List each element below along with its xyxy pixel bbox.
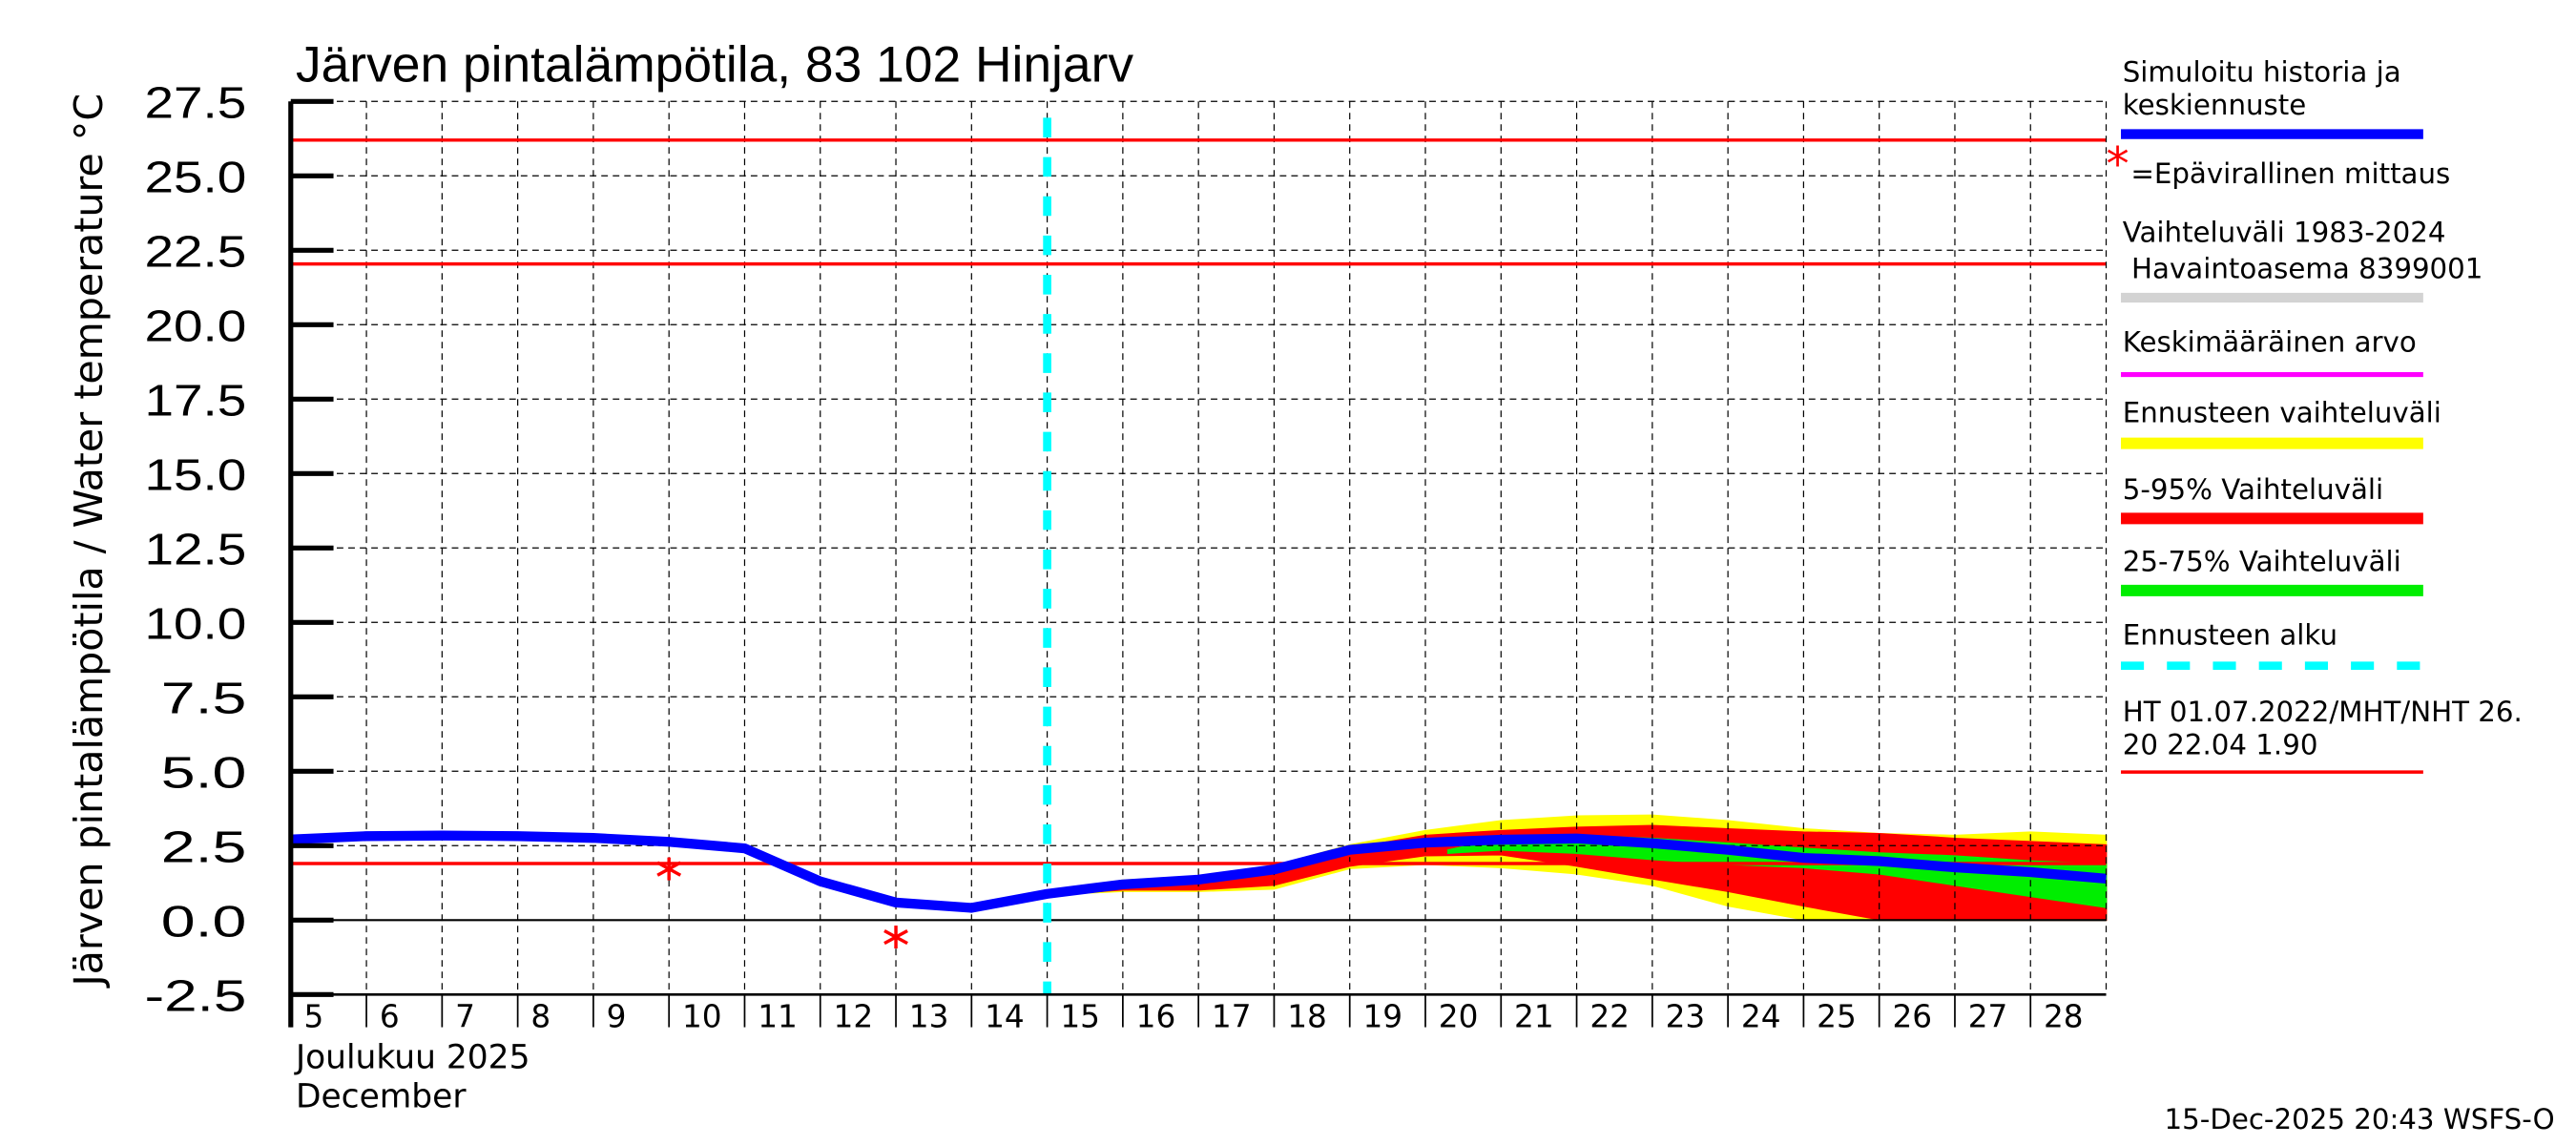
y-tick-label: 25.0 <box>145 153 247 202</box>
x-tick-label: 17 <box>1212 999 1252 1035</box>
chart-title: Järven pintalämpötila, 83 102 Hinjarv <box>296 37 1133 94</box>
x-tick-label: 13 <box>909 999 949 1035</box>
x-tick-label: 19 <box>1362 999 1402 1035</box>
y-tick-label: 0.0 <box>161 897 247 947</box>
x-tick-label: 28 <box>2044 999 2084 1035</box>
x-axis-label-en: December <box>296 1078 467 1116</box>
axes <box>288 98 2108 1028</box>
unofficial-measurement-star <box>883 926 908 949</box>
legend-sim-label-1: Simuloitu historia ja <box>2123 56 2401 89</box>
reference-lines <box>290 138 2107 865</box>
y-tick-label: 15.0 <box>145 450 247 500</box>
legend-range-label-2: Havaintoasema 8399001 <box>2123 252 2483 284</box>
y-tick-label: 20.0 <box>145 302 247 351</box>
y-tick-label: -2.5 <box>145 971 247 1021</box>
x-tick-label: 21 <box>1514 999 1554 1035</box>
y-tick-label: 12.5 <box>145 525 247 574</box>
x-tick-label: 5 <box>304 999 324 1035</box>
y-tick-label: 7.5 <box>161 674 247 723</box>
legend-ht-label-1: HT 01.07.2022/MHT/NHT 26. <box>2123 696 2523 728</box>
legend-p25-75-label: 25-75% Vaihteluväli <box>2123 545 2401 577</box>
x-tick-label: 6 <box>380 999 400 1035</box>
x-tick-label: 16 <box>1136 999 1176 1035</box>
star-stroke <box>883 928 908 946</box>
x-tick-label: 20 <box>1439 999 1479 1035</box>
unofficial-measurement-star <box>656 857 682 881</box>
series-lines <box>290 117 2107 995</box>
legend-p5-95-label: 5-95% Vaihteluväli <box>2123 473 2383 506</box>
y-tick-label: 17.5 <box>145 376 247 426</box>
y-tick-labels: -2.5 0.0 2.5 5.0 7.5 10.0 12.5 15.0 17.5 20.0 22.5… <box>145 78 247 1021</box>
x-tick-label: 7 <box>455 999 475 1035</box>
x-tick-label: 10 <box>682 999 722 1035</box>
timestamp-footer: 15-Dec-2025 20:43 WSFS-O <box>2165 1103 2555 1135</box>
x-tick-label: 8 <box>530 999 551 1035</box>
legend-star-icon: * <box>2107 138 2129 192</box>
unofficial-measurements <box>656 857 908 949</box>
legend-range-label-1: Vaihteluväli 1983-2024 <box>2123 217 2446 249</box>
legend-mean-label: Keskimääräinen arvo <box>2123 326 2417 359</box>
y-tick-label: 5.0 <box>161 748 247 798</box>
y-tick-label: 2.5 <box>161 822 247 872</box>
x-tick-label: 24 <box>1741 999 1781 1035</box>
x-tick-label: 12 <box>834 999 874 1035</box>
y-axis-label: Järven pintalämpötila / Water temperatur… <box>66 94 112 989</box>
x-tick-label: 27 <box>1968 999 2008 1035</box>
x-tick-label: 14 <box>985 999 1025 1035</box>
x-tick-label: 23 <box>1666 999 1706 1035</box>
x-tick-label: 25 <box>1817 999 1857 1035</box>
x-tick-label: 11 <box>758 999 798 1035</box>
x-tick-label: 26 <box>1892 999 1932 1035</box>
y-tick-label: 27.5 <box>145 78 247 128</box>
x-tick-label: 9 <box>607 999 627 1035</box>
star-stroke <box>656 861 682 877</box>
y-tick-label: 22.5 <box>145 227 247 277</box>
legend-unofficial-label: =Epävirallinen mittaus <box>2130 157 2450 190</box>
legend-forecast-start-label: Ennusteen alku <box>2123 618 2337 651</box>
x-tick-labels: 5 6 7 8 9 10 11 12 13 14 15 16 17 18 19 20 21 22 23 24 25 26 2… <box>304 999 2084 1035</box>
grid-lines <box>290 100 2107 995</box>
x-tick-label: 18 <box>1287 999 1327 1035</box>
x-tick-label: 15 <box>1060 999 1100 1035</box>
legend-sim-label-2: keskiennuste <box>2123 89 2307 121</box>
legend-forecast-range-label: Ennusteen vaihteluväli <box>2123 396 2441 428</box>
simulated-median-line <box>290 830 2107 913</box>
y-tick-label: 10.0 <box>145 599 247 649</box>
x-tick-label: 22 <box>1589 999 1630 1035</box>
legend: Simuloitu historia ja keskiennuste * =Ep… <box>2107 56 2523 774</box>
x-axis-label-fi: Joulukuu 2025 <box>294 1038 530 1076</box>
legend-ht-label-2: 20 22.04 1.90 <box>2123 728 2318 760</box>
